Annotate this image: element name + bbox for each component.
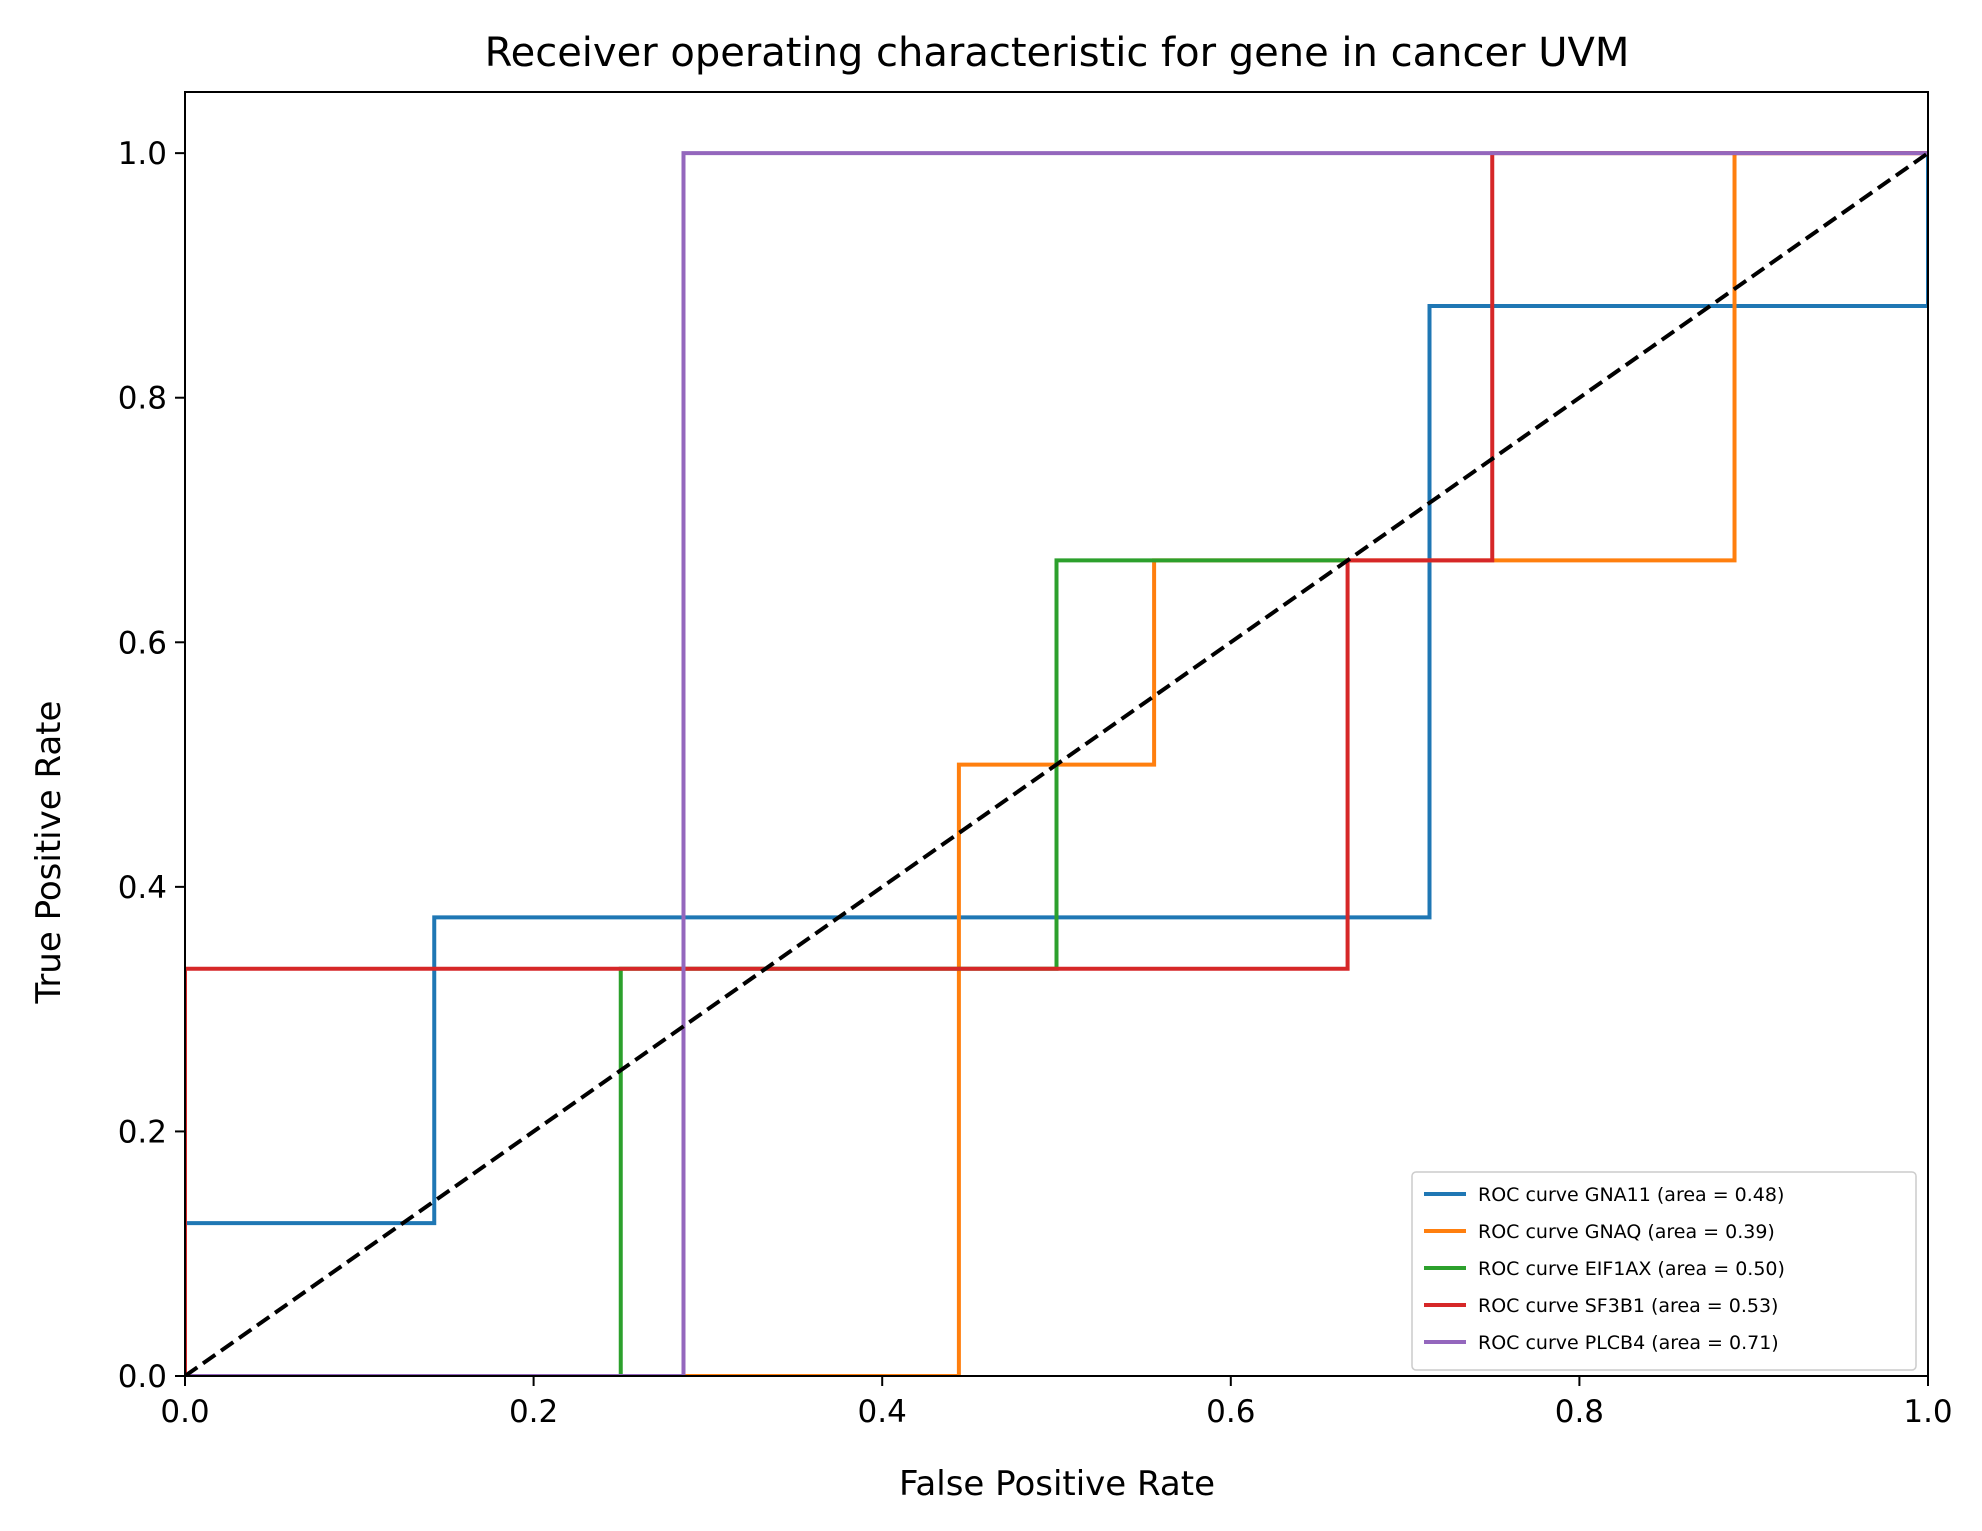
x-tick-label: 1.0: [1903, 1394, 1952, 1430]
legend-entry: ROC curve GNAQ (area = 0.39): [1478, 1221, 1775, 1243]
x-tick-label: 0.2: [509, 1394, 558, 1430]
x-axis-label: False Positive Rate: [899, 1464, 1215, 1504]
y-tick-label: 0.2: [118, 1114, 167, 1150]
legend-entry: ROC curve PLCB4 (area = 0.71): [1478, 1332, 1779, 1354]
plot-area: 0.0 0.2 0.4 0.6 0.8 1.0 0.0 0.2 0.4 0.6 0.8 1.0: [118, 91, 1953, 1430]
y-tick-label: 0.6: [118, 625, 167, 661]
series-line-2: [185, 151, 1928, 1376]
chart-title: Receiver operating characteristic for ge…: [485, 30, 1630, 76]
legend-box: [1411, 1171, 1917, 1371]
y-axis-label: True Positive Rate: [29, 701, 69, 1005]
legend-entry: ROC curve EIF1AX (area = 0.50): [1478, 1258, 1785, 1280]
legend: ROC curve GNA11 (area = 0.48) ROC curve G…: [1411, 1171, 1917, 1371]
series-line-5: [185, 151, 1928, 1376]
legend-entry: ROC curve GNA11 (area = 0.48): [1478, 1184, 1784, 1206]
x-tick-label: 0.0: [160, 1394, 209, 1430]
x-tick-label: 0.8: [1555, 1394, 1604, 1430]
plot-frame: [184, 91, 1929, 1377]
y-tick-label: 1.0: [118, 136, 167, 172]
legend-entry: ROC curve SF3B1 (area = 0.53): [1478, 1295, 1778, 1317]
x-tick-label: 0.4: [858, 1394, 907, 1430]
y-tick-label: 0.0: [118, 1359, 167, 1395]
y-tick-label: 0.8: [118, 381, 167, 417]
y-tick-label: 0.4: [118, 870, 167, 906]
chance-diagonal-line: [185, 151, 1928, 1376]
x-tick-label: 0.6: [1206, 1394, 1255, 1430]
series-line-1: [185, 153, 1928, 1376]
